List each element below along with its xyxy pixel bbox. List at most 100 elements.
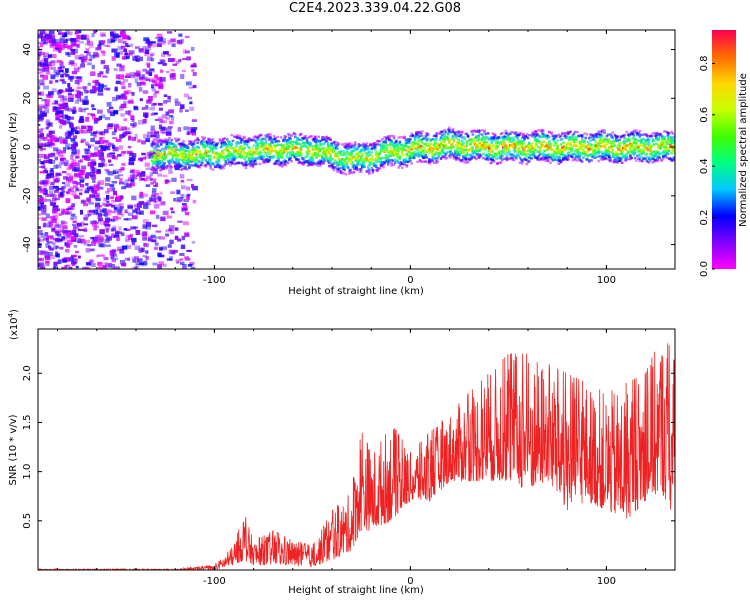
spectrogram-cell	[132, 226, 139, 229]
spectrogram-cell	[603, 131, 606, 135]
spectrogram-cell	[40, 137, 45, 141]
spectrogram-cell	[607, 155, 611, 159]
spectrogram-cell	[418, 159, 422, 162]
spectrogram-cell	[39, 171, 46, 174]
spectrogram-cell	[159, 191, 163, 195]
spectrogram-cell	[40, 52, 46, 56]
spectrogram-cell	[154, 192, 159, 196]
spectrogram-cell	[138, 201, 145, 205]
spectrogram-cell	[105, 190, 110, 194]
spectrogram-cell	[164, 138, 168, 141]
spectrogram-cell	[139, 56, 144, 62]
spectrogram-cell	[74, 131, 80, 134]
spectrogram-cell	[316, 152, 319, 156]
spectrogram-cell	[151, 166, 155, 169]
spectrogram-cell	[166, 165, 170, 168]
spectrogram-cell	[291, 150, 295, 154]
spectrogram-cell	[90, 237, 95, 240]
spectrogram-cell	[43, 222, 47, 228]
spectrogram-cell	[231, 139, 235, 143]
spectrogram-cell	[281, 153, 284, 156]
spectrogram-cell	[114, 155, 118, 160]
spectrogram-cell	[221, 141, 224, 145]
spectrogram-cell	[326, 160, 330, 163]
spectrogram-cell	[71, 62, 78, 67]
spectrogram-cell	[170, 166, 174, 169]
spectrogram-cell	[324, 155, 328, 158]
spectrogram-cell	[509, 132, 512, 136]
spectrogram-cell	[425, 156, 429, 159]
spectrogram-cell	[328, 148, 331, 151]
spectrogram-cell	[119, 134, 123, 140]
spectrogram-cell	[76, 222, 82, 227]
spectrogram-cell	[563, 147, 566, 151]
spectrogram-cell	[370, 157, 373, 160]
spectrogram-cell	[496, 145, 499, 148]
spectrogram-cell	[149, 178, 153, 181]
spectrogram-cell	[89, 248, 96, 252]
spectrogram-cell	[399, 147, 403, 150]
spectrogram-cell	[606, 139, 610, 142]
spectrogram-cell	[353, 157, 357, 160]
spectrogram-cell	[546, 157, 550, 160]
spectrogram-cell	[448, 126, 451, 130]
spectrogram-cell	[177, 127, 182, 132]
spectrogram-cell	[435, 137, 438, 141]
spectrogram-cell	[395, 140, 398, 144]
spectrogram-cell	[319, 144, 323, 147]
spectrogram-cell	[640, 144, 644, 148]
spectrogram-cell	[255, 157, 258, 160]
spectrogram-cell	[339, 150, 343, 153]
spectrogram-cell	[107, 218, 113, 222]
spectrogram-cell	[55, 245, 59, 249]
spectrogram-cell	[178, 39, 183, 45]
spectrogram-cell	[120, 232, 125, 237]
spectrogram-cell	[338, 163, 342, 166]
spectrogram-cell	[98, 152, 105, 157]
spectrogram-cell	[264, 141, 268, 144]
spectrogram-cell	[613, 157, 617, 160]
spectrogram-cell	[630, 144, 633, 148]
spectrogram-cell	[99, 71, 104, 75]
spectrogram-cell	[70, 213, 76, 217]
spectrogram-cell	[188, 150, 191, 154]
spectrogram-cell	[376, 155, 379, 159]
spectrogram-cell	[545, 144, 549, 148]
spectrogram-cell	[38, 105, 43, 110]
spectrogram-cell	[473, 150, 477, 153]
spectrogram-cell	[61, 224, 68, 229]
spectrogram-cell	[68, 89, 74, 92]
spectrogram-cell	[312, 137, 316, 141]
spectrogram-cell	[380, 137, 384, 141]
spectrogram-cell	[443, 133, 446, 137]
spectrogram-cell	[40, 239, 45, 242]
spectrogram-cell	[150, 144, 154, 147]
spectrogram-cell	[184, 211, 190, 216]
spectrogram-cell	[52, 214, 59, 220]
spectrogram-cell	[59, 79, 65, 82]
spectrogram-cell	[75, 30, 82, 34]
spectrogram-cell	[54, 60, 59, 64]
spectrogram-cell	[97, 93, 104, 96]
spectrogram-cell	[75, 187, 79, 192]
spectrogram-cell	[597, 148, 600, 151]
spectrogram-cell	[114, 175, 120, 180]
spectrogram-cell	[38, 139, 41, 143]
spectrogram-cell	[335, 146, 338, 149]
spectrogram-cell	[150, 198, 156, 202]
spectrogram-cell	[208, 150, 211, 153]
spectrogram-cell	[87, 62, 92, 66]
spectrogram-cell	[321, 156, 324, 159]
spectrogram-cell	[38, 33, 42, 39]
spectrogram-cell	[104, 145, 111, 151]
spectrogram-cell	[408, 150, 411, 154]
spectrogram-cell	[237, 149, 241, 152]
spectrogram-cell	[159, 236, 165, 240]
spectrogram-cell	[225, 138, 229, 141]
spectrogram-cell	[120, 45, 126, 49]
spectrogram-cell	[443, 155, 446, 158]
spectrogram-cell	[502, 149, 505, 153]
spectrogram-cell	[219, 167, 223, 170]
spectrogram-cell	[645, 156, 649, 159]
spectrogram-cell	[651, 139, 655, 143]
